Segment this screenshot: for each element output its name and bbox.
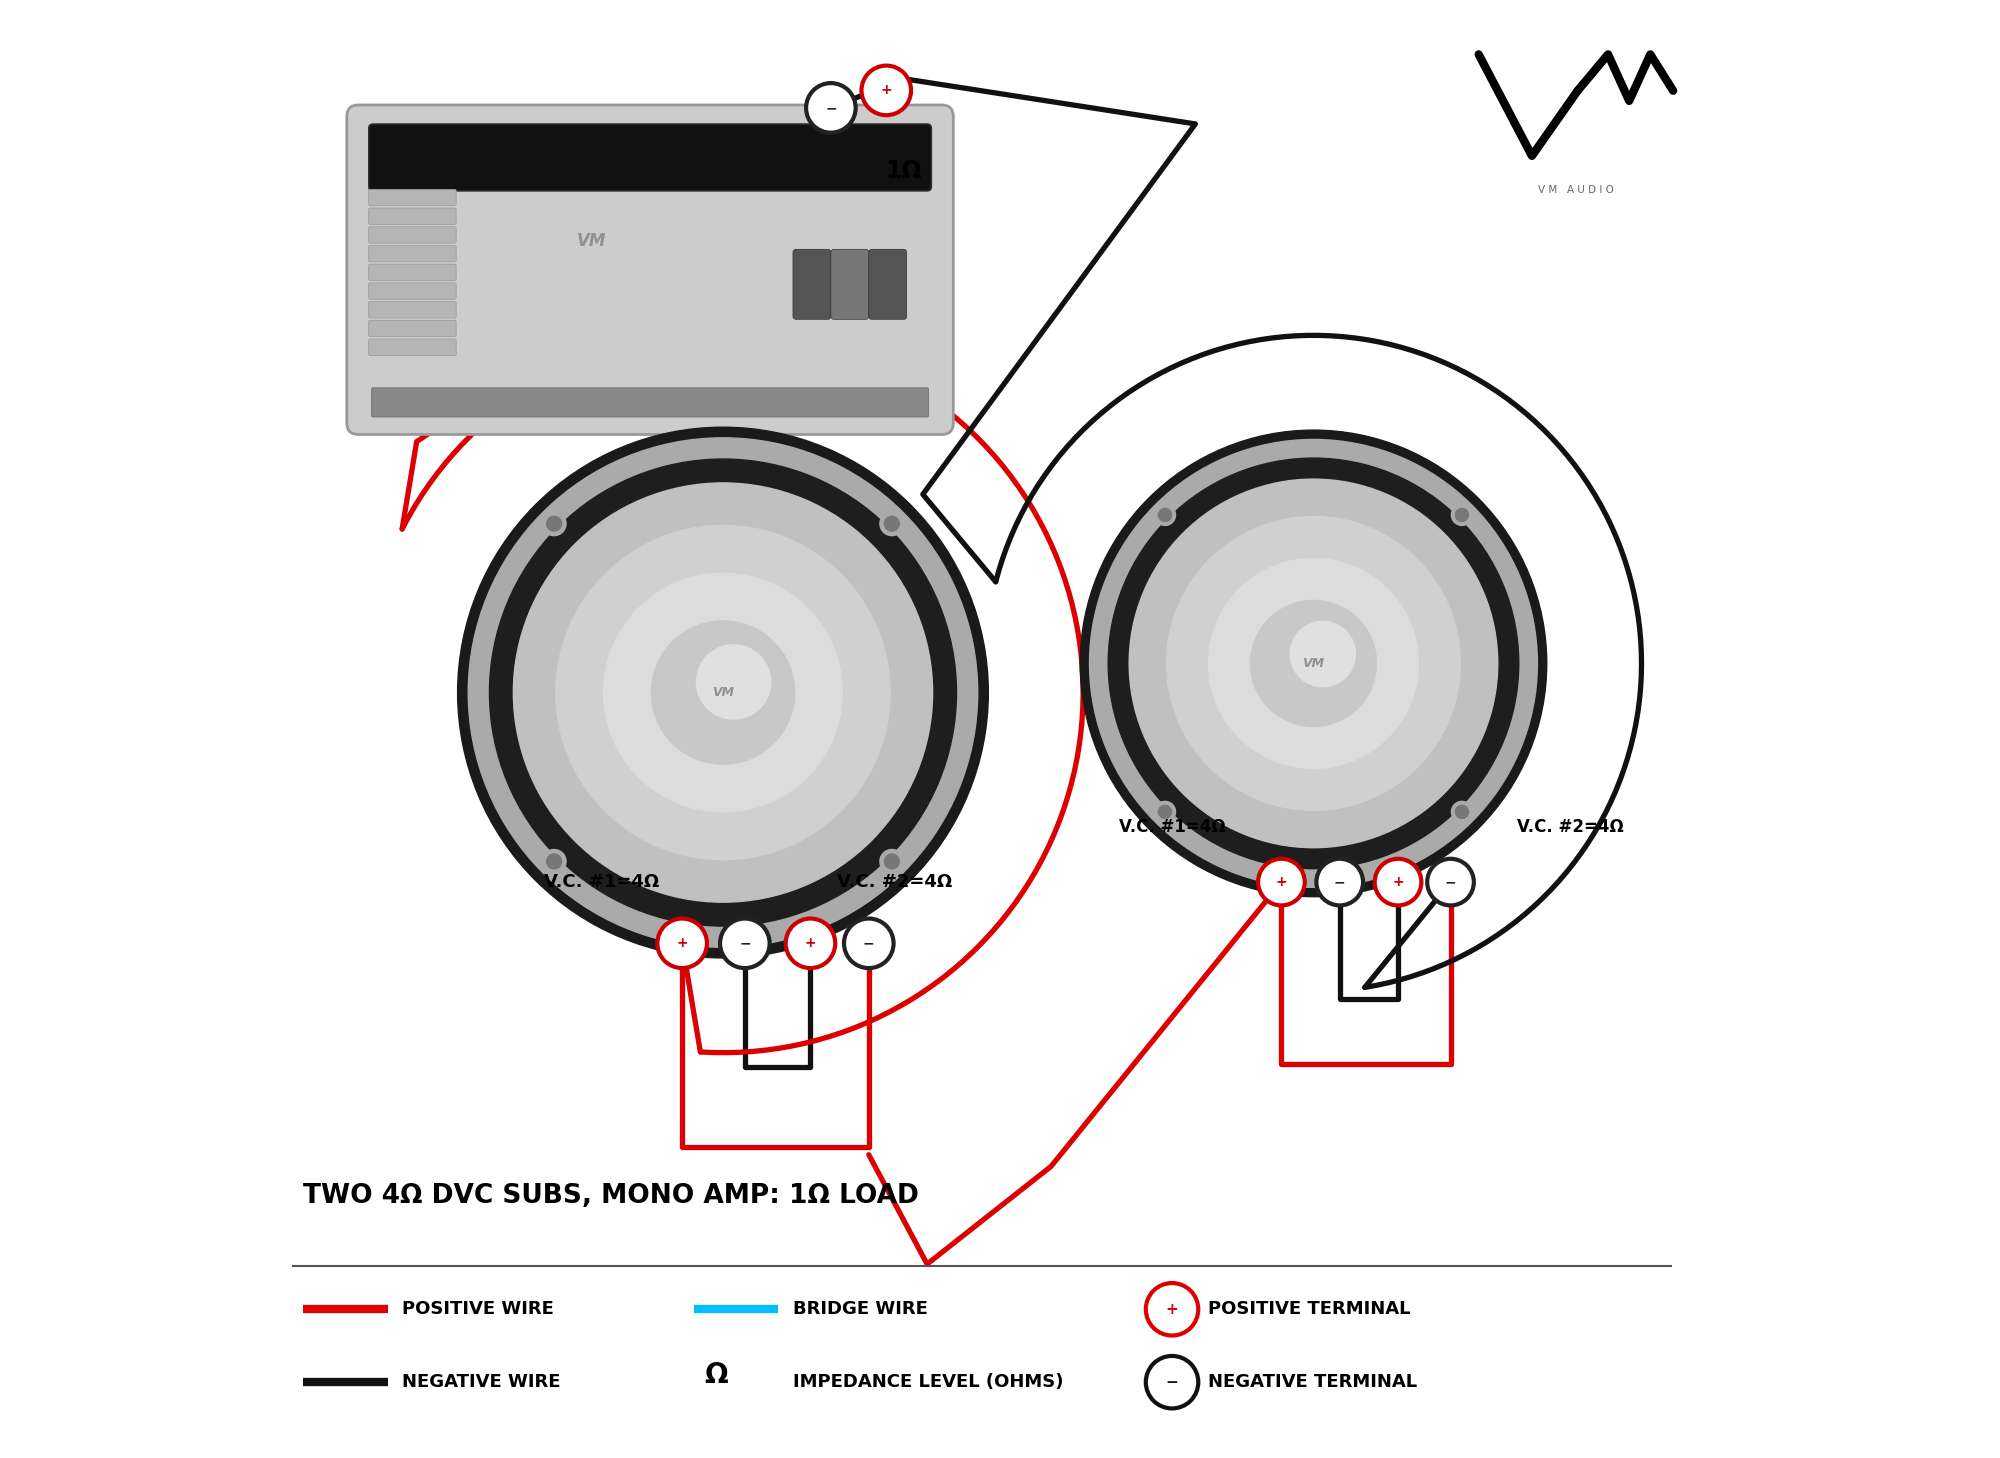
Text: −: − — [1166, 1375, 1178, 1389]
Text: V.C. #1=4Ω: V.C. #1=4Ω — [544, 873, 660, 891]
Circle shape — [884, 516, 900, 531]
Circle shape — [1290, 621, 1356, 687]
Circle shape — [1456, 805, 1468, 818]
FancyBboxPatch shape — [368, 190, 456, 206]
Circle shape — [658, 919, 706, 968]
FancyBboxPatch shape — [368, 264, 456, 280]
Text: +: + — [1392, 875, 1404, 889]
Text: BRIDGE WIRE: BRIDGE WIRE — [792, 1301, 928, 1318]
Circle shape — [1166, 516, 1460, 811]
Circle shape — [1452, 802, 1472, 822]
Circle shape — [652, 621, 794, 764]
Circle shape — [542, 850, 566, 873]
Circle shape — [1108, 458, 1518, 869]
FancyBboxPatch shape — [368, 283, 456, 299]
Circle shape — [1146, 1283, 1198, 1336]
Text: −: − — [1444, 875, 1456, 889]
Text: IMPEDANCE LEVEL (OHMS): IMPEDANCE LEVEL (OHMS) — [792, 1373, 1064, 1391]
Text: VM: VM — [578, 232, 606, 249]
Text: +: + — [880, 83, 892, 98]
Circle shape — [546, 516, 562, 531]
Text: −: − — [1334, 875, 1346, 889]
Circle shape — [1080, 430, 1546, 897]
Text: +: + — [1166, 1302, 1178, 1317]
Circle shape — [546, 854, 562, 869]
Text: Ω: Ω — [704, 1360, 728, 1389]
FancyBboxPatch shape — [368, 302, 456, 318]
FancyBboxPatch shape — [368, 340, 456, 356]
Circle shape — [490, 459, 956, 926]
Text: V M   A U D I O: V M A U D I O — [1538, 185, 1614, 195]
Circle shape — [514, 483, 932, 903]
Circle shape — [468, 437, 978, 948]
Circle shape — [1146, 1356, 1198, 1408]
Text: V.C. #1=4Ω: V.C. #1=4Ω — [1118, 818, 1226, 835]
Text: V.C. #2=4Ω: V.C. #2=4Ω — [838, 873, 952, 891]
FancyBboxPatch shape — [368, 321, 456, 337]
FancyBboxPatch shape — [346, 105, 954, 434]
Circle shape — [1258, 859, 1304, 905]
Text: −: − — [740, 936, 750, 951]
Circle shape — [862, 66, 912, 115]
Text: VM: VM — [1302, 658, 1324, 669]
Text: NEGATIVE TERMINAL: NEGATIVE TERMINAL — [1208, 1373, 1418, 1391]
Circle shape — [556, 525, 890, 860]
Circle shape — [844, 919, 894, 968]
Circle shape — [1158, 509, 1172, 522]
Circle shape — [1428, 859, 1474, 905]
Text: VM: VM — [712, 687, 734, 698]
Text: +: + — [676, 936, 688, 951]
Circle shape — [880, 850, 904, 873]
FancyBboxPatch shape — [830, 249, 868, 319]
Circle shape — [806, 83, 856, 133]
Text: NEGATIVE WIRE: NEGATIVE WIRE — [402, 1373, 560, 1391]
Circle shape — [1158, 805, 1172, 818]
Text: −: − — [862, 936, 874, 951]
Text: POSITIVE TERMINAL: POSITIVE TERMINAL — [1208, 1301, 1410, 1318]
Circle shape — [696, 644, 770, 719]
Circle shape — [720, 919, 770, 968]
FancyBboxPatch shape — [792, 249, 830, 319]
Circle shape — [458, 427, 988, 958]
FancyBboxPatch shape — [368, 208, 456, 225]
Circle shape — [880, 512, 904, 535]
Circle shape — [542, 512, 566, 535]
Text: −: − — [826, 101, 836, 115]
Text: POSITIVE WIRE: POSITIVE WIRE — [402, 1301, 554, 1318]
Circle shape — [1090, 439, 1538, 888]
FancyBboxPatch shape — [372, 388, 928, 417]
FancyBboxPatch shape — [368, 124, 932, 191]
Circle shape — [786, 919, 836, 968]
Circle shape — [1456, 509, 1468, 522]
Circle shape — [1130, 480, 1498, 847]
Text: +: + — [1276, 875, 1288, 889]
Text: 1Ω: 1Ω — [886, 159, 922, 182]
Circle shape — [1250, 601, 1376, 726]
Circle shape — [1154, 504, 1176, 525]
Circle shape — [1374, 859, 1422, 905]
Circle shape — [1154, 802, 1176, 822]
FancyBboxPatch shape — [868, 249, 906, 319]
FancyBboxPatch shape — [368, 227, 456, 243]
Circle shape — [604, 573, 842, 812]
Text: TWO 4Ω DVC SUBS, MONO AMP: 1Ω LOAD: TWO 4Ω DVC SUBS, MONO AMP: 1Ω LOAD — [304, 1182, 918, 1209]
Text: V.C. #2=4Ω: V.C. #2=4Ω — [1516, 818, 1624, 835]
Circle shape — [1452, 504, 1472, 525]
FancyBboxPatch shape — [368, 245, 456, 262]
Circle shape — [1316, 859, 1364, 905]
Text: +: + — [804, 936, 816, 951]
Circle shape — [1208, 558, 1418, 768]
Circle shape — [884, 854, 900, 869]
